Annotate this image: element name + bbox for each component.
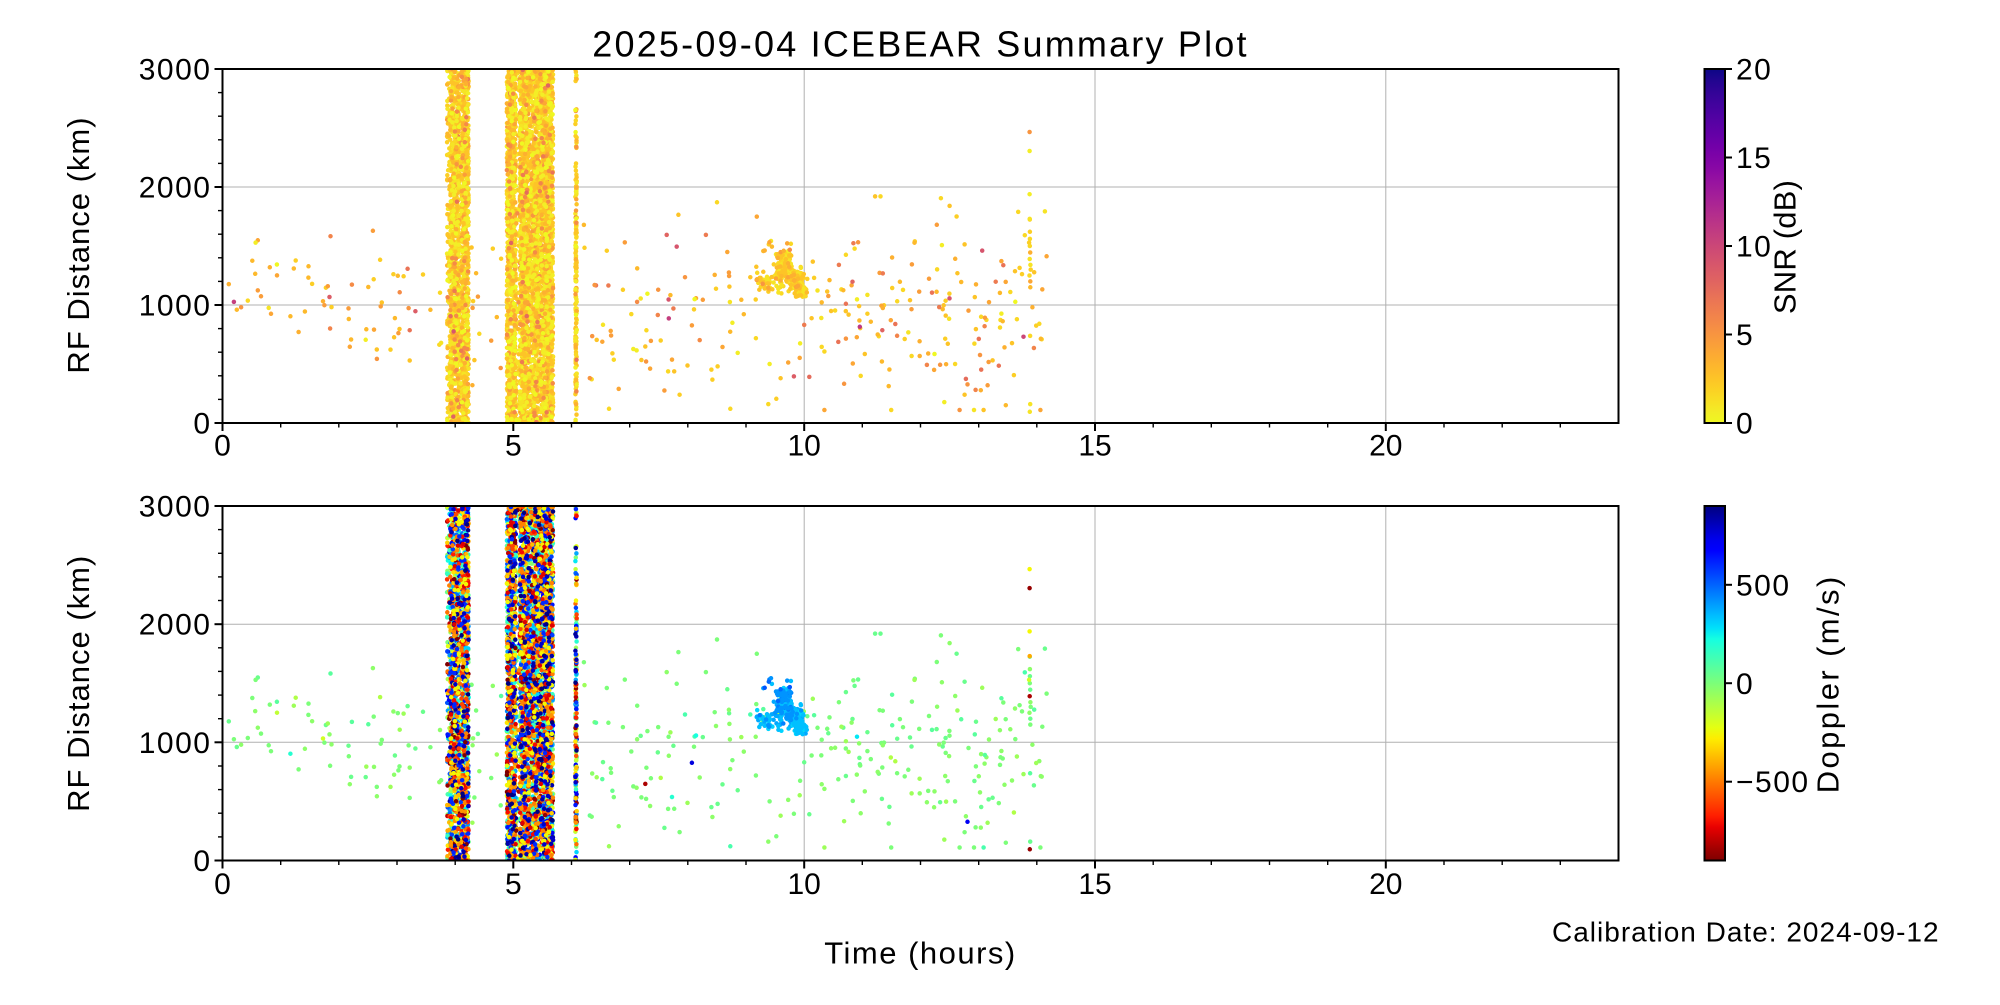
svg-text:20: 20: [1369, 430, 1402, 463]
svg-text:0: 0: [214, 868, 231, 901]
svg-text:2000: 2000: [139, 172, 212, 205]
svg-text:1000: 1000: [139, 290, 212, 323]
svg-text:2000: 2000: [139, 609, 212, 642]
svg-text:3000: 3000: [139, 491, 212, 524]
svg-text:Doppler (m/s): Doppler (m/s): [1811, 574, 1846, 793]
svg-text:1000: 1000: [139, 727, 212, 760]
svg-text:20: 20: [1369, 868, 1402, 901]
svg-text:Time (hours): Time (hours): [824, 936, 1017, 971]
svg-text:15: 15: [1078, 430, 1111, 463]
svg-text:5: 5: [1736, 319, 1754, 352]
svg-text:15: 15: [1736, 142, 1772, 175]
svg-text:10: 10: [788, 430, 821, 463]
svg-text:15: 15: [1078, 868, 1111, 901]
svg-text:0: 0: [1736, 408, 1754, 441]
svg-text:500: 500: [1736, 569, 1791, 602]
svg-text:0: 0: [193, 408, 211, 441]
svg-text:−500: −500: [1736, 766, 1810, 799]
svg-text:2025-09-04 ICEBEAR Summary Plo: 2025-09-04 ICEBEAR Summary Plot: [592, 24, 1248, 65]
svg-text:RF Distance (km): RF Distance (km): [61, 555, 96, 812]
svg-text:Calibration Date: 2024-09-12: Calibration Date: 2024-09-12: [1552, 916, 1940, 947]
svg-text:RF Distance (km): RF Distance (km): [61, 116, 96, 373]
svg-text:10: 10: [1736, 231, 1772, 264]
svg-text:SNR (dB): SNR (dB): [1768, 180, 1803, 314]
svg-text:5: 5: [505, 430, 522, 463]
svg-text:0: 0: [1736, 668, 1754, 701]
svg-text:0: 0: [193, 845, 211, 878]
svg-text:10: 10: [788, 868, 821, 901]
svg-text:20: 20: [1736, 54, 1772, 87]
svg-text:5: 5: [505, 868, 522, 901]
svg-text:3000: 3000: [139, 54, 212, 87]
svg-text:0: 0: [214, 430, 231, 463]
